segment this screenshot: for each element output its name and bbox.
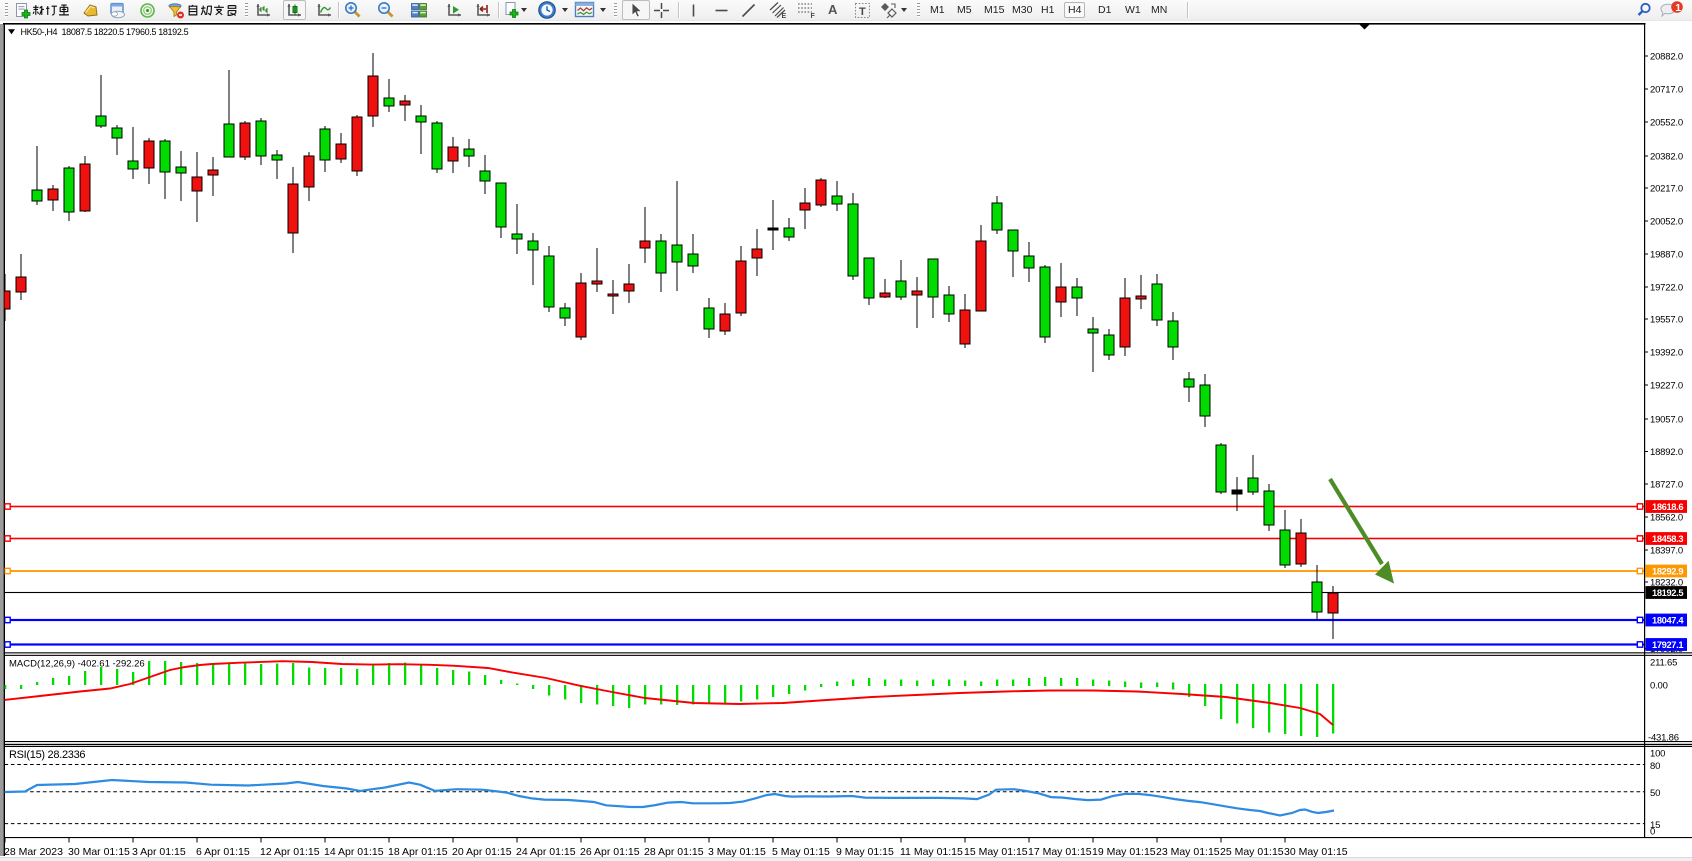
svg-text:19557.0: 19557.0 (1650, 314, 1683, 325)
svg-text:T: T (859, 6, 866, 18)
svg-text:19887.0: 19887.0 (1650, 249, 1683, 260)
svg-text:15 May 01:15: 15 May 01:15 (964, 846, 1028, 858)
svg-text:20217.0: 20217.0 (1650, 183, 1683, 194)
svg-text:5 May 01:15: 5 May 01:15 (772, 846, 830, 858)
svg-text:50: 50 (1650, 788, 1660, 799)
svg-text:1: 1 (1675, 2, 1681, 14)
svg-text:30 May 01:15: 30 May 01:15 (1284, 846, 1348, 858)
svg-text:-431.86: -431.86 (1648, 732, 1679, 743)
svg-text:18562.0: 18562.0 (1650, 512, 1683, 523)
svg-text:18232.0: 18232.0 (1650, 577, 1683, 588)
svg-text:18397.0: 18397.0 (1650, 545, 1683, 556)
svg-text:0.00: 0.00 (1650, 680, 1668, 691)
svg-text:20552.0: 20552.0 (1650, 117, 1683, 128)
svg-text:11 May 01:15: 11 May 01:15 (900, 846, 963, 858)
svg-text:23 May 01:15: 23 May 01:15 (1156, 846, 1220, 858)
svg-text:18 Apr 01:15: 18 Apr 01:15 (388, 846, 448, 858)
svg-text:25 May 01:15: 25 May 01:15 (1220, 846, 1284, 858)
svg-text:3 Apr 01:15: 3 Apr 01:15 (132, 846, 186, 858)
svg-text:F: F (811, 13, 816, 19)
svg-text:20882.0: 20882.0 (1650, 51, 1683, 62)
svg-text:20717.0: 20717.0 (1650, 84, 1683, 95)
svg-text:100: 100 (1650, 748, 1665, 759)
svg-text:18727.0: 18727.0 (1650, 479, 1683, 490)
svg-text:17 May 01:15: 17 May 01:15 (1028, 846, 1092, 858)
svg-text:20382.0: 20382.0 (1650, 151, 1683, 162)
svg-text:26 Apr 01:15: 26 Apr 01:15 (580, 846, 640, 858)
svg-text:RSI(15) 28.2336: RSI(15) 28.2336 (9, 749, 85, 761)
svg-text:3 May 01:15: 3 May 01:15 (708, 846, 766, 858)
svg-text:19 May 01:15: 19 May 01:15 (1092, 846, 1156, 858)
svg-text:18192.5: 18192.5 (1652, 588, 1683, 598)
svg-text:18458.3: 18458.3 (1652, 534, 1683, 544)
svg-text:20 Apr 01:15: 20 Apr 01:15 (452, 846, 512, 858)
svg-text:E: E (782, 13, 787, 19)
svg-text:HK50-,H4 18087.5 18220.5 1796: HK50-,H4 18087.5 18220.5 17960.5 18192.5 (21, 27, 189, 37)
svg-text:19227.0: 19227.0 (1650, 380, 1683, 391)
svg-text:9 May 01:15: 9 May 01:15 (836, 846, 894, 858)
svg-text:12 Apr 01:15: 12 Apr 01:15 (260, 846, 320, 858)
svg-text:30 Mar 01:15: 30 Mar 01:15 (68, 846, 130, 858)
svg-text:MACD(12,26,9) -402.61 -292.26: MACD(12,26,9) -402.61 -292.26 (9, 659, 145, 670)
svg-text:19392.0: 19392.0 (1650, 347, 1683, 358)
svg-text:19057.0: 19057.0 (1650, 414, 1683, 425)
svg-text:28 Apr 01:15: 28 Apr 01:15 (644, 846, 704, 858)
svg-text:80: 80 (1650, 761, 1660, 772)
svg-text:14 Apr 01:15: 14 Apr 01:15 (324, 846, 384, 858)
svg-text:18292.9: 18292.9 (1652, 567, 1683, 577)
svg-text:0: 0 (1650, 826, 1655, 837)
svg-text:15: 15 (1650, 820, 1660, 831)
svg-text:18618.6: 18618.6 (1652, 502, 1683, 512)
svg-text:28 Mar 2023: 28 Mar 2023 (4, 846, 63, 858)
svg-text:17927.1: 17927.1 (1652, 640, 1683, 650)
svg-text:24 Apr 01:15: 24 Apr 01:15 (516, 846, 576, 858)
svg-text:6 Apr 01:15: 6 Apr 01:15 (196, 846, 250, 858)
svg-text:20052.0: 20052.0 (1650, 216, 1683, 227)
svg-text:19722.0: 19722.0 (1650, 282, 1683, 293)
svg-text:18047.4: 18047.4 (1652, 616, 1684, 626)
svg-text:18892.0: 18892.0 (1650, 447, 1683, 458)
svg-text:211.65: 211.65 (1650, 657, 1677, 668)
